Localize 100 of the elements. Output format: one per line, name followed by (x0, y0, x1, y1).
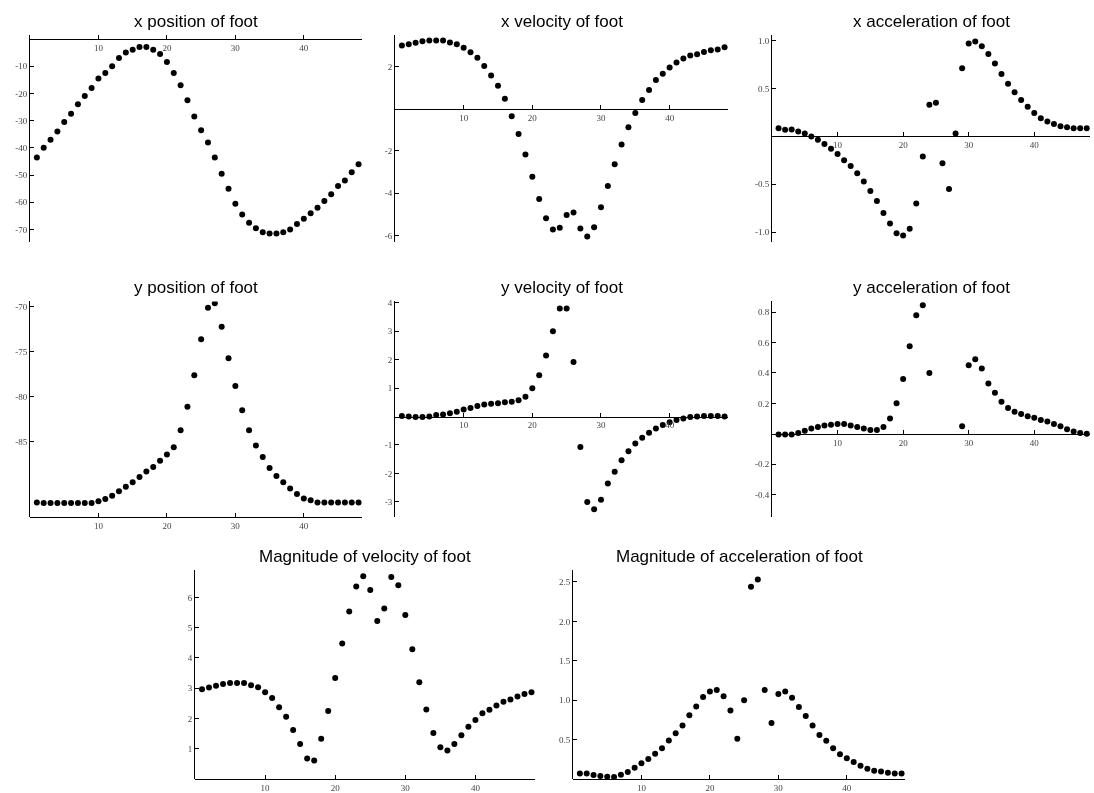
point (965, 40, 972, 47)
point (721, 44, 728, 51)
point (33, 154, 40, 161)
point (211, 301, 218, 307)
point (652, 425, 659, 432)
point (830, 745, 837, 752)
point (1005, 80, 1012, 87)
y-tick-label: 4 (187, 653, 193, 664)
y-tick-label: 2 (387, 354, 393, 365)
point (177, 427, 184, 434)
point (451, 740, 458, 747)
point (437, 744, 444, 751)
point (508, 398, 515, 405)
point (321, 499, 328, 506)
point (611, 468, 618, 475)
point (246, 427, 253, 434)
point (381, 605, 388, 612)
point (854, 423, 861, 430)
point (115, 488, 122, 495)
point (225, 355, 232, 362)
x-tick-label: 20 (705, 782, 715, 793)
point (248, 682, 255, 689)
point (109, 492, 116, 499)
point (828, 421, 835, 428)
point (163, 59, 170, 66)
point (419, 38, 426, 45)
x-tick-label: 40 (842, 782, 852, 793)
point (191, 372, 198, 379)
point (61, 118, 68, 125)
y-tick-label: 3 (187, 683, 193, 694)
point (871, 767, 878, 774)
point (170, 69, 177, 76)
point (95, 498, 102, 505)
x-tick-label: 10 (93, 521, 104, 532)
point (789, 694, 796, 701)
point (297, 740, 304, 747)
point (355, 161, 362, 168)
point (795, 703, 802, 710)
point (122, 483, 129, 490)
point (1018, 411, 1025, 417)
chart-title: y position of foot (134, 278, 259, 297)
point (122, 49, 129, 56)
point (646, 429, 653, 436)
point (878, 768, 885, 775)
x-tick-label: 30 (230, 521, 241, 532)
y-tick-label: 0.5 (757, 83, 770, 94)
point (521, 690, 528, 697)
point (913, 312, 920, 319)
x-tick-label: 20 (162, 42, 172, 53)
point (486, 706, 493, 713)
point (314, 499, 321, 506)
point (494, 82, 501, 89)
y-tick-label: 0.2 (757, 398, 770, 409)
point (919, 302, 926, 309)
x-tick-label: 10 (636, 782, 647, 793)
y-tick-label: -2 (384, 468, 393, 479)
point (873, 426, 880, 433)
point (665, 737, 672, 744)
point (252, 442, 259, 449)
point (693, 703, 700, 710)
point (479, 710, 486, 717)
chart-title: y velocity of foot (501, 278, 624, 297)
point (556, 305, 563, 312)
x-tick-label: 40 (299, 521, 309, 532)
point (1037, 417, 1044, 424)
x-tick-label: 30 (230, 42, 241, 53)
point (423, 706, 430, 713)
point (998, 71, 1005, 78)
point (906, 225, 913, 232)
point (335, 182, 342, 189)
point (488, 400, 495, 407)
point (522, 151, 529, 158)
point (287, 226, 294, 233)
point (570, 359, 577, 365)
point (33, 499, 40, 506)
point (409, 646, 416, 653)
point (325, 707, 332, 714)
point (170, 444, 177, 451)
point (672, 730, 679, 737)
point (177, 82, 184, 89)
point (529, 173, 536, 180)
point (211, 154, 218, 161)
point (775, 690, 782, 697)
point (273, 230, 280, 237)
point (1011, 89, 1018, 96)
y-tick-label: 2 (187, 713, 193, 724)
point (998, 398, 1005, 405)
point (328, 499, 335, 506)
point (355, 499, 362, 506)
point (576, 770, 583, 777)
point (843, 755, 850, 762)
point (617, 771, 624, 778)
point (658, 745, 665, 752)
point (184, 97, 191, 104)
y-tick-label: 2 (387, 61, 393, 72)
point (597, 772, 604, 779)
point (453, 41, 460, 48)
point (102, 495, 109, 502)
y-tick-label: -70 (15, 224, 28, 235)
point (446, 410, 453, 417)
